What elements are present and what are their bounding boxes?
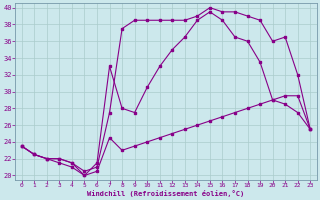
X-axis label: Windchill (Refroidissement éolien,°C): Windchill (Refroidissement éolien,°C)	[87, 190, 244, 197]
